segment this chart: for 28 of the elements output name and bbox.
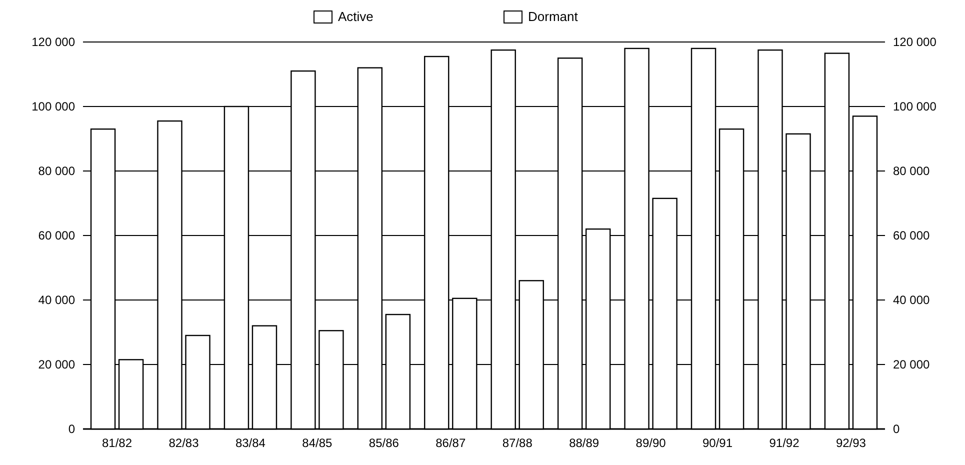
x-tick-label: 83/84 <box>235 436 266 450</box>
y2-tick-label: 20 000 <box>893 358 930 372</box>
y2-tick-label: 40 000 <box>893 293 930 308</box>
x-tick-label: 84/85 <box>302 436 333 450</box>
legend-label: Active <box>338 9 374 24</box>
x-tick-label: 88/89 <box>569 436 600 450</box>
y-tick-label: 80 000 <box>38 164 76 178</box>
y2-tick-label: 120 000 <box>893 35 937 50</box>
y-tick-label: 40 000 <box>38 293 76 308</box>
x-tick-label: 81/82 <box>102 436 132 450</box>
y2-tick-label: 100 000 <box>893 100 937 114</box>
x-tick-label: 86/87 <box>436 436 466 450</box>
legend-label: Dormant <box>528 9 578 24</box>
x-tick-label: 91/92 <box>769 436 800 450</box>
x-tick-label: 90/91 <box>702 436 733 450</box>
x-tick-label: 85/86 <box>368 436 400 450</box>
y-tick-label: 120 000 <box>32 35 76 50</box>
y2-tick-label: 0 <box>893 422 900 436</box>
y2-tick-label: 80 000 <box>893 164 930 178</box>
y-tick-label: 20 000 <box>38 358 76 372</box>
x-tick-label: 89/90 <box>636 436 666 450</box>
x-tick-label: 82/83 <box>168 436 200 450</box>
y2-tick-label: 60 000 <box>893 228 930 243</box>
x-tick-label: 92/93 <box>836 436 866 450</box>
x-tick-label: 87/88 <box>502 436 533 450</box>
y-tick-label: 100 000 <box>32 100 76 114</box>
y-tick-label: 0 <box>68 422 76 436</box>
y-tick-label: 60 000 <box>38 228 76 243</box>
